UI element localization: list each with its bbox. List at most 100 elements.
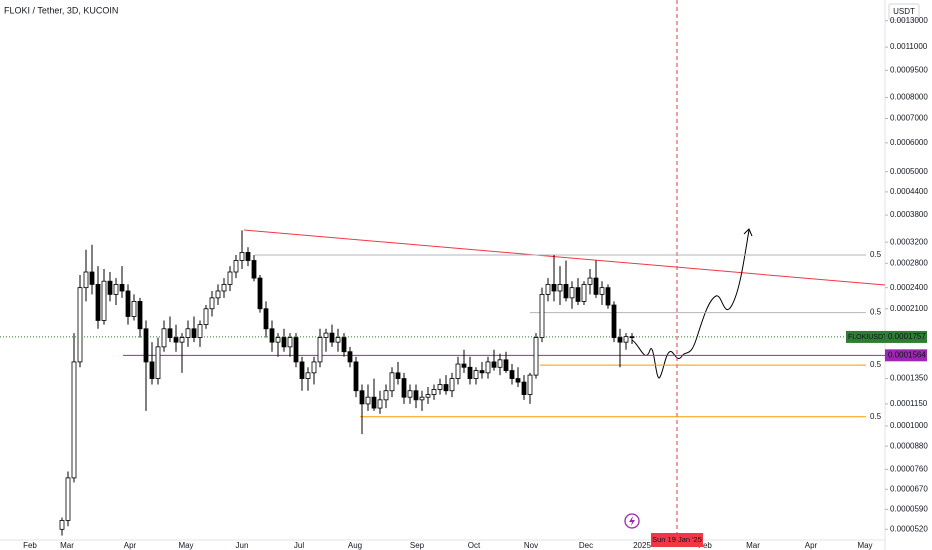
y-tick-label: 0.0007000 [890,114,928,123]
candle-body [143,328,149,363]
candle-body [257,277,263,310]
y-tick-label: 0.0002100 [890,304,928,313]
x-tick-label: Feb [698,541,712,550]
y-tick-label: 0.0009500 [890,65,928,74]
x-tick-label: Mar [746,541,760,550]
candle-body [533,337,539,376]
candle-body [131,301,137,317]
candle-body [569,287,575,299]
x-tick-label: Aug [348,541,362,550]
level-label: 0.5 [870,308,882,317]
candle-body [239,251,245,261]
candle-body [353,361,359,392]
y-tick-label: 0.0000880 [890,441,928,450]
candle-body [191,328,197,338]
x-tick-label: Feb [23,541,37,550]
y-tick-label: 0.0008000 [890,93,928,102]
y-tick-label: 0.0004400 [890,187,928,196]
candle-body [365,396,371,405]
candle-body [515,378,521,383]
candle-body [341,337,347,353]
y-tick-label: 0.0013000 [890,16,928,25]
candle-body [485,361,491,374]
candle-body [233,260,239,273]
price-tag-name: FLOKIUSDT [848,334,888,341]
candle-body [467,366,473,379]
projection-arrow [743,228,753,237]
candle-body [215,290,221,299]
candle-body [395,372,401,379]
event-icon[interactable] [624,513,640,529]
candle-body [275,337,281,343]
candle-body [245,251,251,261]
date-marker-box [651,533,703,547]
currency-box[interactable] [888,3,920,21]
candle-body [461,363,467,368]
candle-body [359,390,365,405]
candle-body [311,361,317,374]
y-tick-label: 0.0003200 [890,237,928,246]
candle-body [335,337,341,343]
x-tick-label: Mar [60,541,74,550]
candle-body [149,361,155,379]
candle-body [401,378,407,398]
candle-body [581,283,587,302]
candle-body [491,361,497,368]
y-tick-label: 0.0002800 [890,258,928,267]
candle-body [527,374,533,395]
candle-body [431,389,437,395]
y-tick-label: 0.0000590 [890,504,928,513]
chart-title: FLOKI / Tether, 3D, KUCOIN [4,5,118,15]
y-tick-label: 0.0001350 [890,374,928,383]
x-tick-label: Dec [579,541,593,550]
candle-body [251,260,257,279]
event-icon-bolt[interactable] [629,516,635,526]
candle-body [59,520,65,530]
candle-body [371,396,377,409]
candle-body [89,271,95,285]
candle-body [287,337,293,348]
candle-body [587,277,593,285]
level-label: 0.5 [870,412,882,421]
candle-body [623,336,629,343]
candle-body [107,280,113,295]
candle-body [71,361,77,479]
candle-body [479,370,485,374]
candle-body [227,271,233,285]
candle-body [269,328,275,343]
candle-body [629,336,635,339]
y-tick-label: 0.0003800 [890,210,928,219]
candle-body [161,328,167,348]
x-tick-label: Oct [468,541,481,550]
candle-body [449,378,455,392]
support-tag-box [885,349,927,362]
candle-body [497,359,503,368]
candle-body [209,297,215,310]
candle-body [419,396,425,401]
y-tick-label: 0.0005000 [890,167,928,176]
candle-body [101,280,107,321]
candle-body [119,283,125,292]
candle-body [443,384,449,392]
candle-body [509,370,515,379]
level-label: 0.5 [870,250,882,259]
candle-body [539,293,545,338]
x-tick-label: Jul [294,541,304,550]
x-tick-label: Apr [124,541,137,550]
candle-body [323,332,329,338]
candle-body [521,381,527,395]
y-tick-label: 0.0002400 [890,283,928,292]
candle-body [179,337,185,343]
x-tick-label: Sep [410,541,425,550]
candle-body [167,328,173,338]
y-tick-label: 0.0001150 [890,399,928,408]
candle-body [329,332,335,343]
candle-body [173,337,179,343]
candle-body [617,337,623,343]
candle-body [575,287,581,302]
candle-body [221,283,227,292]
candle-body [503,359,509,371]
currency[interactable]: USDT [893,7,915,16]
